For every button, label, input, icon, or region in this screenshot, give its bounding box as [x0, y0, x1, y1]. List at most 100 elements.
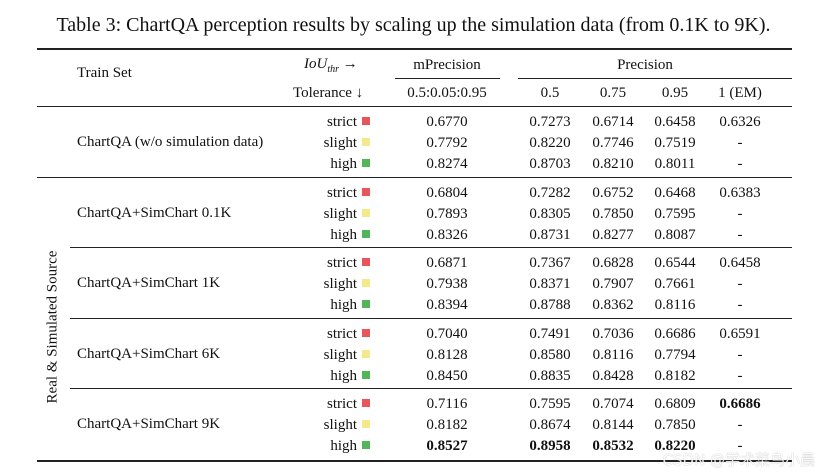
value-cell: 0.7938 — [426, 276, 468, 292]
value-cell: 0.7792 — [426, 135, 468, 151]
value-cell: 0.7519 — [654, 135, 696, 151]
tolerance-cell: strict — [290, 326, 370, 343]
value-cell: 0.8220 — [654, 438, 696, 454]
value-cell: 0.8788 — [529, 297, 571, 313]
iou-label: IoU — [304, 56, 328, 72]
header-train-set: Train Set — [77, 65, 132, 81]
value-cell: 0.8958 — [529, 438, 571, 454]
value-cell: 0.7595 — [654, 206, 696, 222]
value-cell: - — [737, 297, 743, 313]
value-cell: - — [737, 368, 743, 384]
train-set-name: ChartQA+SimChart 0.1K — [77, 205, 232, 221]
value-cell: 0.6383 — [719, 185, 761, 201]
value-cell: 0.6828 — [592, 255, 634, 271]
tolerance-label: strict — [327, 326, 357, 342]
value-cell: 0.8144 — [592, 417, 634, 433]
value-cell: 0.8674 — [529, 417, 571, 433]
value-cell: 0.8371 — [529, 276, 571, 292]
arrow-down-icon: ↓ — [355, 85, 364, 101]
value-cell: 0.6714 — [592, 114, 634, 130]
value-cell: 0.8326 — [426, 227, 468, 243]
value-cell: 0.7746 — [592, 135, 634, 151]
value-cell: 0.8580 — [529, 347, 571, 363]
tolerance-label: slight — [323, 135, 357, 151]
tolerance-cell: slight — [290, 206, 370, 223]
mprecision-rule — [395, 78, 500, 79]
group-rule — [70, 388, 792, 389]
group-rule — [70, 318, 792, 319]
value-cell: 0.7907 — [592, 276, 634, 292]
high-square-icon — [362, 441, 370, 449]
tolerance-cell: high — [290, 368, 370, 385]
value-cell: 0.6686 — [719, 396, 761, 412]
tolerance-cell: slight — [290, 347, 370, 364]
header-precision: Precision — [617, 57, 673, 73]
header-iou-threshold: IoUthr → — [304, 56, 358, 75]
value-cell: 0.7794 — [654, 347, 696, 363]
value-cell: 0.8011 — [654, 156, 696, 172]
value-cell: 0.7850 — [654, 417, 696, 433]
slight-square-icon — [362, 138, 370, 146]
value-cell: 0.8428 — [592, 368, 634, 384]
header-p-col: 0.95 — [661, 85, 689, 101]
value-cell: 0.8835 — [529, 368, 571, 384]
strict-square-icon — [362, 329, 370, 337]
high-square-icon — [362, 300, 370, 308]
train-set-name: ChartQA (w/o simulation data) — [77, 134, 264, 150]
value-cell: 0.6752 — [592, 185, 634, 201]
tolerance-cell: high — [290, 297, 370, 314]
header-mprecision-range: 0.5:0.05:0.95 — [407, 85, 487, 101]
iou-sub: thr — [327, 64, 339, 75]
tolerance-label: high — [330, 297, 357, 313]
tolerance-label: slight — [323, 276, 357, 292]
tolerance-cell: strict — [290, 185, 370, 202]
group-rule-main — [37, 177, 792, 178]
value-cell: 0.6458 — [654, 114, 696, 130]
tolerance-label: high — [330, 227, 357, 243]
strict-square-icon — [362, 117, 370, 125]
value-cell: 0.8532 — [592, 438, 634, 454]
value-cell: 0.8450 — [426, 368, 468, 384]
value-cell: - — [737, 347, 743, 363]
value-cell: - — [737, 438, 743, 454]
value-cell: - — [737, 417, 743, 433]
value-cell: - — [737, 206, 743, 222]
value-cell: 0.8087 — [654, 227, 696, 243]
train-set-name: ChartQA+SimChart 9K — [77, 416, 221, 432]
value-cell: 0.7491 — [529, 326, 571, 342]
tolerance-cell: strict — [290, 114, 370, 131]
value-cell: 0.8305 — [529, 206, 571, 222]
value-cell: 0.8220 — [529, 135, 571, 151]
value-cell: 0.8277 — [592, 227, 634, 243]
high-square-icon — [362, 159, 370, 167]
value-cell: 0.8210 — [592, 156, 634, 172]
high-square-icon — [362, 230, 370, 238]
value-cell: 0.8703 — [529, 156, 571, 172]
header-p-col: 0.5 — [540, 85, 560, 101]
value-cell: 0.7040 — [426, 326, 468, 342]
value-cell: 0.6804 — [426, 185, 468, 201]
value-cell: 0.8527 — [426, 438, 468, 454]
tolerance-label: high — [330, 438, 357, 454]
tolerance-label: strict — [327, 185, 357, 201]
header-mprecision: mPrecision — [413, 57, 481, 73]
tolerance-label: high — [330, 368, 357, 384]
arrow-right-icon: → — [342, 56, 358, 72]
table-caption: Table 3: ChartQA perception results by s… — [56, 14, 771, 36]
value-cell: 0.7850 — [592, 206, 634, 222]
value-cell: 0.8116 — [592, 347, 634, 363]
value-cell: - — [737, 156, 743, 172]
slight-square-icon — [362, 420, 370, 428]
tolerance-label: slight — [323, 206, 357, 222]
value-cell: 0.8362 — [592, 297, 634, 313]
tolerance-label: strict — [327, 396, 357, 412]
value-cell: - — [737, 135, 743, 151]
value-cell: 0.6468 — [654, 185, 696, 201]
header-p-col: 0.75 — [599, 85, 627, 101]
value-cell: 0.7116 — [426, 396, 468, 412]
tolerance-label: high — [330, 156, 357, 172]
value-cell: 0.7273 — [529, 114, 571, 130]
tolerance-cell: slight — [290, 135, 370, 152]
value-cell: - — [737, 227, 743, 243]
group-rule — [70, 247, 792, 248]
